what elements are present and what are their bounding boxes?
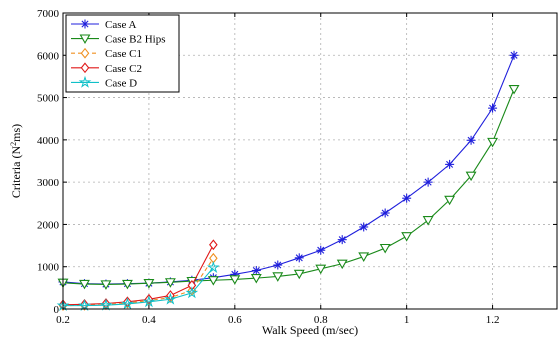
triangle-marker [207, 276, 219, 286]
legend-label: Case D [105, 77, 137, 89]
axis-ticks: 0.2 0.4 0.6 0.8 1 1.2 0 1000 2000 3000 4000 5000 600… [37, 8, 557, 326]
legend-item: Case A [71, 19, 137, 31]
asterisk-marker [488, 103, 498, 113]
asterisk-marker [273, 260, 283, 270]
triangle-marker [508, 84, 520, 95]
diamond-marker [209, 239, 218, 251]
x-tick-label: 0.6 [228, 314, 242, 326]
diamond-marker [80, 62, 90, 74]
legend-item: Case B2 Hips [71, 34, 166, 46]
marker-stroke [489, 104, 497, 112]
marker-stroke [424, 178, 432, 186]
asterisk-marker [359, 222, 369, 232]
triangle-marker [143, 279, 155, 289]
diamond-marker [80, 47, 90, 59]
triangle-marker [401, 232, 413, 242]
triangle-marker [465, 171, 477, 182]
triangle-marker [358, 252, 370, 262]
marker-stroke [446, 160, 454, 168]
y-tick-label: 4000 [37, 135, 60, 147]
triangle-marker [164, 278, 176, 288]
marker-stroke [338, 236, 346, 244]
star-marker [78, 75, 92, 88]
asterisk-marker [80, 19, 90, 29]
triangle-marker [250, 273, 262, 284]
asterisk-marker [466, 135, 476, 145]
marker-stroke [467, 136, 475, 144]
series-line [62, 88, 515, 286]
marker-stroke [317, 246, 325, 254]
marker-stroke [252, 266, 260, 275]
y-tick-label: 7000 [37, 8, 60, 20]
y-tick-label: 3000 [37, 177, 60, 189]
legend-label: Case C1 [105, 48, 142, 60]
triangle-marker [336, 259, 348, 270]
diamond-marker [187, 279, 197, 291]
star-marker [185, 286, 199, 299]
marker-stroke [81, 20, 89, 28]
marker-stroke [295, 254, 303, 262]
plot-frame [62, 12, 558, 310]
star-marker [207, 260, 220, 273]
star-marker [121, 297, 134, 310]
star-marker [164, 292, 177, 305]
asterisk-marker [251, 266, 261, 276]
triangle-marker [79, 279, 90, 290]
marker-stroke [510, 51, 518, 59]
series-layer [56, 50, 520, 311]
asterisk-marker [337, 235, 347, 245]
star-marker [99, 298, 113, 311]
y-tick-label: 5000 [37, 93, 60, 105]
series-case-b2-hips [57, 84, 520, 290]
series-line [63, 267, 214, 307]
legend-label: Case C2 [105, 63, 142, 75]
y-axis-label-main: Criteria (N [9, 146, 23, 199]
triangle-marker [487, 137, 499, 148]
x-tick-label: 0.2 [56, 314, 70, 326]
x-tick-label: 0.8 [314, 314, 328, 326]
x-axis-label: Walk Speed (m/sec) [262, 323, 358, 337]
marker-stroke [274, 261, 282, 269]
triangle-marker [293, 269, 305, 280]
legend: Case A Case B2 Hips Case C1 Case C2 Case D [65, 14, 180, 93]
triangle-marker [100, 280, 112, 290]
asterisk-marker [316, 245, 326, 255]
y-tick-label: 1000 [37, 262, 60, 274]
y-tick-label: 2000 [37, 219, 60, 231]
legend-item: Case C1 [71, 47, 142, 60]
triangle-marker [79, 34, 91, 44]
legend-label: Case B2 Hips [105, 34, 166, 46]
asterisk-marker [445, 159, 455, 169]
x-tick-label: 0.4 [142, 314, 156, 326]
asterisk-marker [509, 50, 519, 60]
triangle-marker [422, 216, 434, 226]
triangle-marker [444, 195, 456, 206]
y-axis-label-sup: 2 [9, 142, 18, 146]
y-tick-label: 0 [54, 304, 60, 316]
y-axis-label-suffix: ms) [9, 124, 23, 142]
asterisk-marker [380, 208, 390, 218]
asterisk-marker [294, 253, 304, 263]
star-marker [142, 295, 156, 308]
y-tick-label: 6000 [37, 50, 60, 62]
marker-stroke [381, 209, 389, 217]
x-tick-label: 1 [404, 314, 410, 326]
triangle-marker [379, 243, 391, 254]
legend-item: Case D [71, 75, 137, 89]
asterisk-marker [402, 193, 412, 203]
marker-stroke [360, 223, 368, 231]
y-axis-label: Criteria (N2ms) [9, 124, 23, 198]
marker-stroke [403, 194, 411, 202]
triangle-marker [272, 272, 284, 282]
x-tick-label: 1.2 [486, 314, 500, 326]
star-marker [78, 298, 91, 311]
triangle-marker [121, 279, 133, 290]
legend-item: Case C2 [71, 62, 142, 75]
triangle-marker [315, 264, 327, 275]
triangle-marker [229, 275, 241, 285]
asterisk-marker [423, 177, 433, 187]
series-case-d [56, 260, 220, 311]
legend-label: Case A [105, 19, 137, 31]
